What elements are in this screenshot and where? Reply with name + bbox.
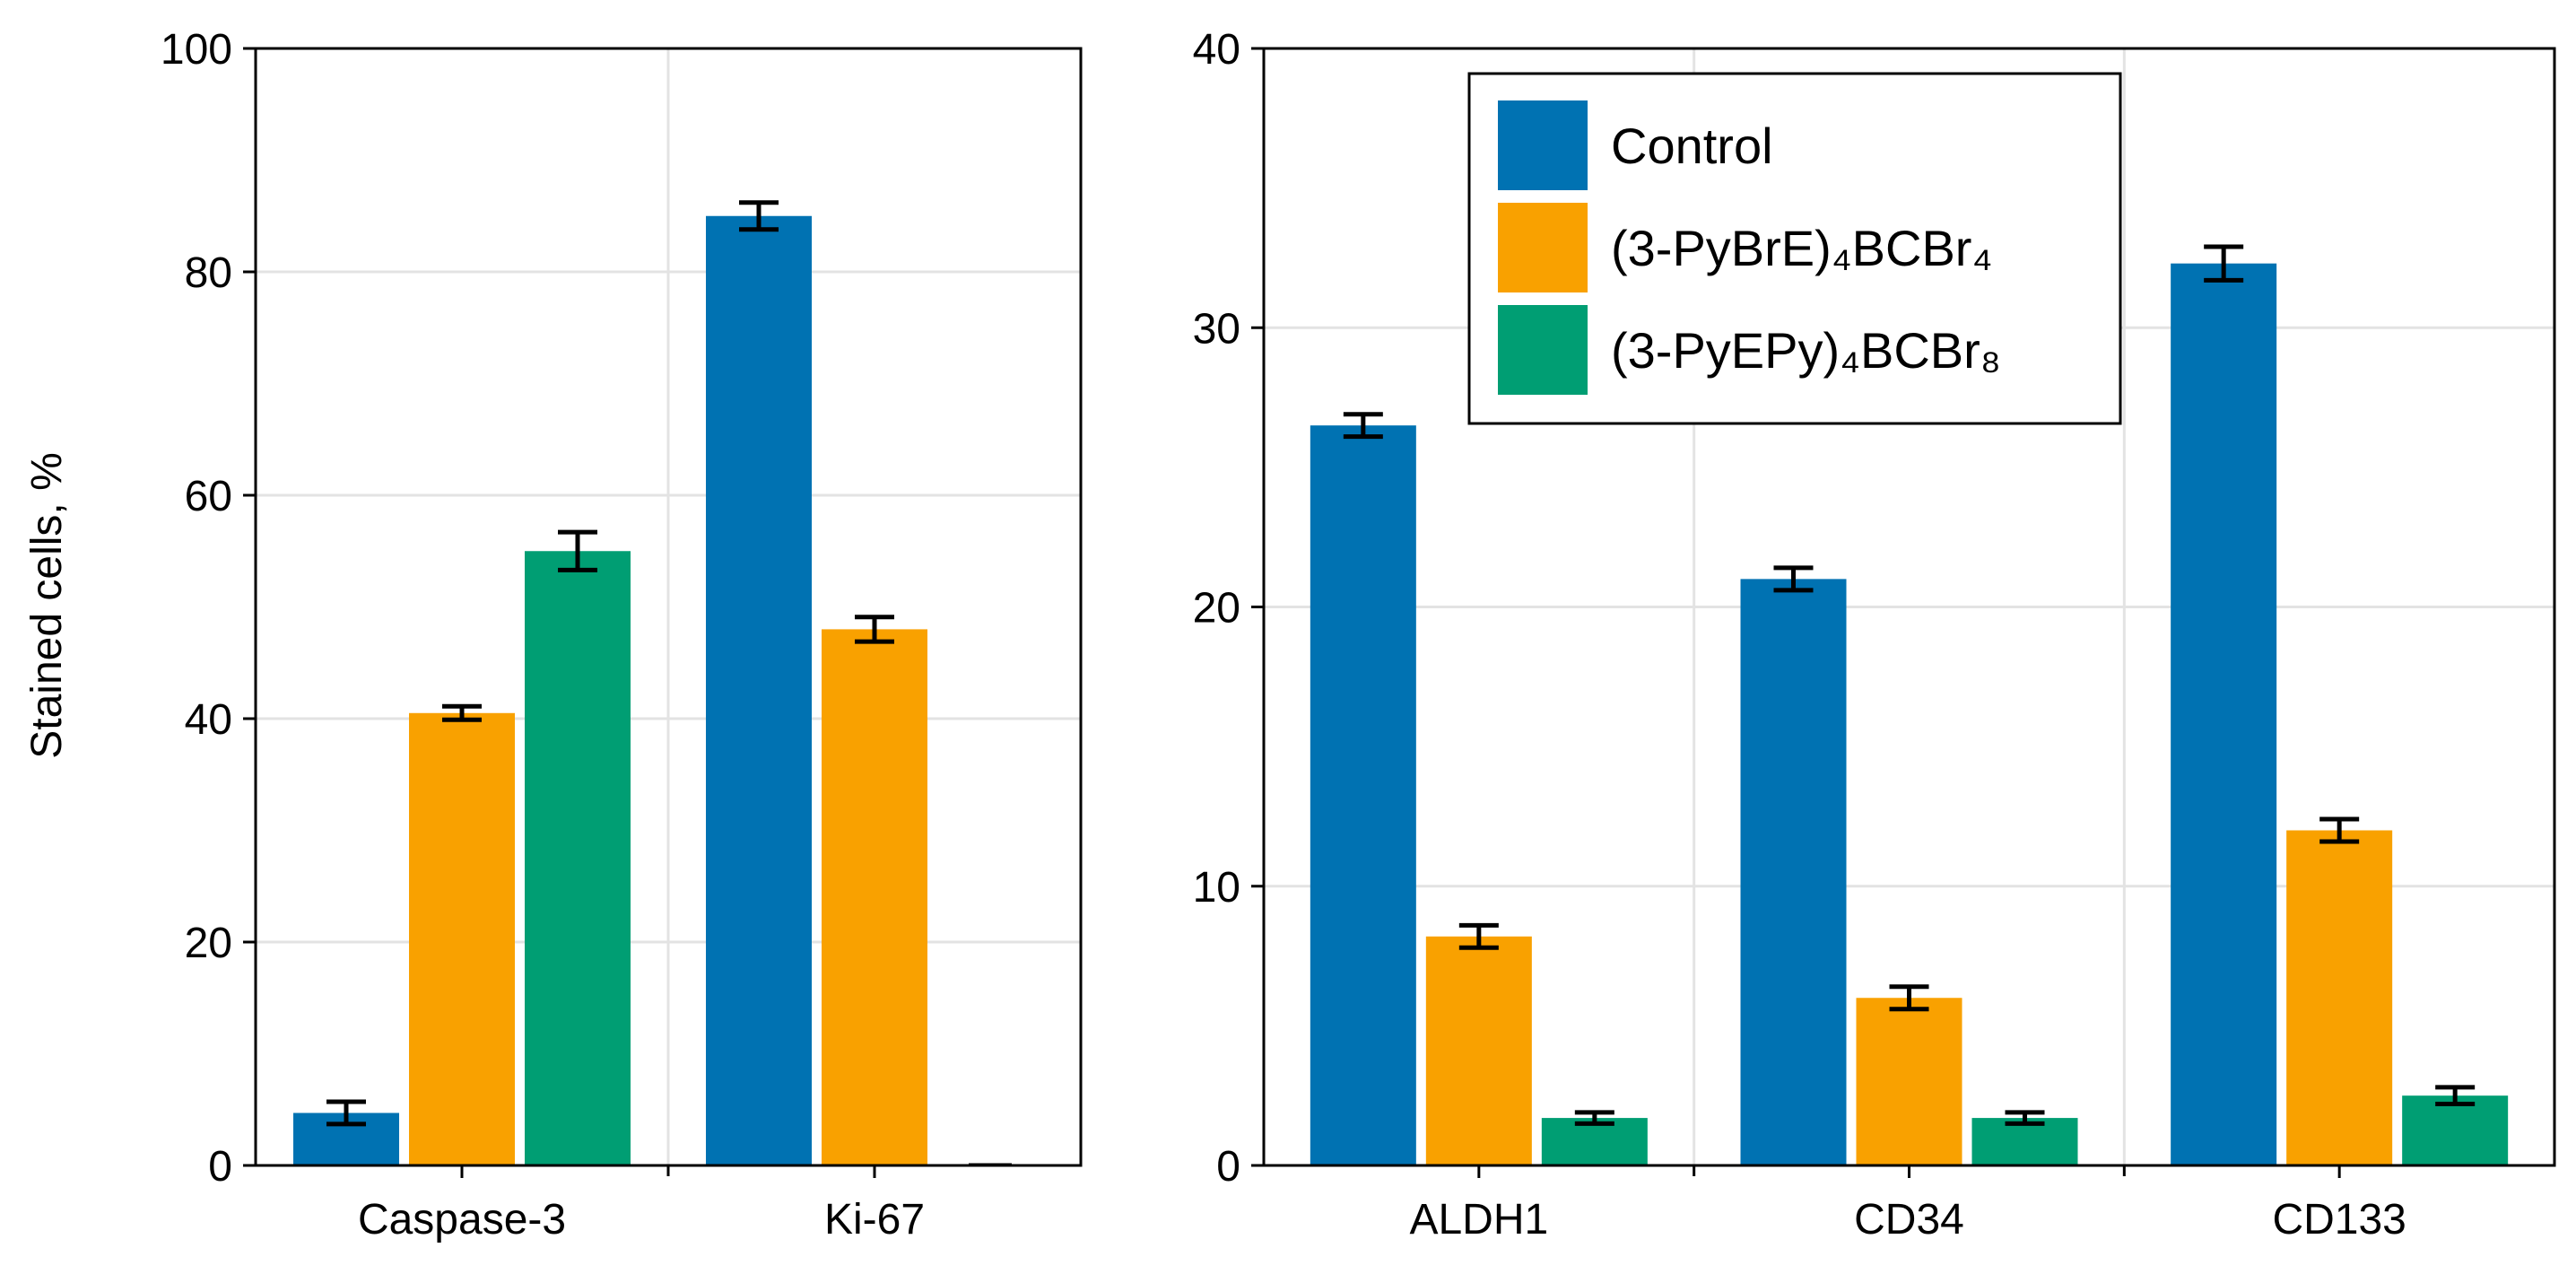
y-tick-label: 60 xyxy=(185,473,232,520)
bar xyxy=(1856,998,1962,1165)
bar xyxy=(2171,263,2277,1166)
error-bar xyxy=(442,703,482,722)
y-tick-label: 40 xyxy=(185,696,232,744)
y-tick-label: 40 xyxy=(1193,26,1240,74)
legend-label: (3-PyEPy)₄BCBr₈ xyxy=(1611,322,2001,379)
error-bar xyxy=(1343,412,1383,440)
error-bar xyxy=(739,200,779,232)
x-tick-label: ALDH1 xyxy=(1409,1196,1548,1243)
y-tick-label: 30 xyxy=(1193,305,1240,353)
error-bar xyxy=(2319,816,2360,844)
bar xyxy=(1541,1118,1648,1165)
error-bar xyxy=(2005,1110,2045,1126)
plot-frame xyxy=(254,47,1083,1167)
legend-swatch xyxy=(1498,100,1588,190)
error-bar xyxy=(1458,922,1499,950)
error-bar xyxy=(2435,1085,2476,1107)
right-panel: ALDH1 CD34 CD133 0 10 20 30 40 xyxy=(1193,26,2556,1243)
x-tick-label: Caspase-3 xyxy=(358,1196,566,1243)
error-bar xyxy=(326,1099,366,1127)
error-bar xyxy=(558,529,597,572)
x-tick-label: CD34 xyxy=(1854,1196,1964,1243)
error-bar xyxy=(855,615,894,644)
bar xyxy=(409,712,515,1165)
y-tick-label: 20 xyxy=(185,920,232,967)
legend-swatch xyxy=(1498,203,1588,292)
legend-label: Control xyxy=(1611,118,1773,174)
x-tick-label: CD133 xyxy=(2272,1196,2406,1243)
legend: Control (3-PyBrE)₄BCBr₄ (3-PyEPy)₄BCBr₈ xyxy=(1467,72,2122,425)
x-tick-label: Ki-67 xyxy=(824,1196,925,1243)
bar xyxy=(1971,1118,2078,1165)
bar xyxy=(1310,425,1416,1165)
bar xyxy=(706,215,812,1165)
error-bar xyxy=(1773,565,1814,593)
y-tick-label: 0 xyxy=(208,1143,232,1191)
bar xyxy=(525,551,631,1165)
y-tick-label: 20 xyxy=(1193,585,1240,633)
error-bar xyxy=(2204,244,2244,283)
y-tick-label: 0 xyxy=(1216,1143,1240,1191)
legend-label: (3-PyBrE)₄BCBr₄ xyxy=(1611,220,1992,276)
bar xyxy=(1740,579,1847,1165)
bar xyxy=(2402,1095,2509,1165)
bar xyxy=(2286,830,2393,1165)
bar xyxy=(822,629,927,1165)
bar xyxy=(1425,936,1532,1165)
error-bar xyxy=(1889,984,1929,1012)
legend-swatch xyxy=(1498,305,1588,395)
plot-frame xyxy=(1262,47,2556,1167)
y-tick-label: 10 xyxy=(1193,864,1240,912)
left-panel: Caspase-3 Ki-67 0 20 40 60 80 100 xyxy=(161,26,1083,1243)
y-axis-label: Stained cells, % xyxy=(23,452,71,759)
y-tick-label: 100 xyxy=(161,26,232,74)
y-tick-label: 80 xyxy=(185,249,232,297)
error-bar xyxy=(1574,1110,1614,1126)
